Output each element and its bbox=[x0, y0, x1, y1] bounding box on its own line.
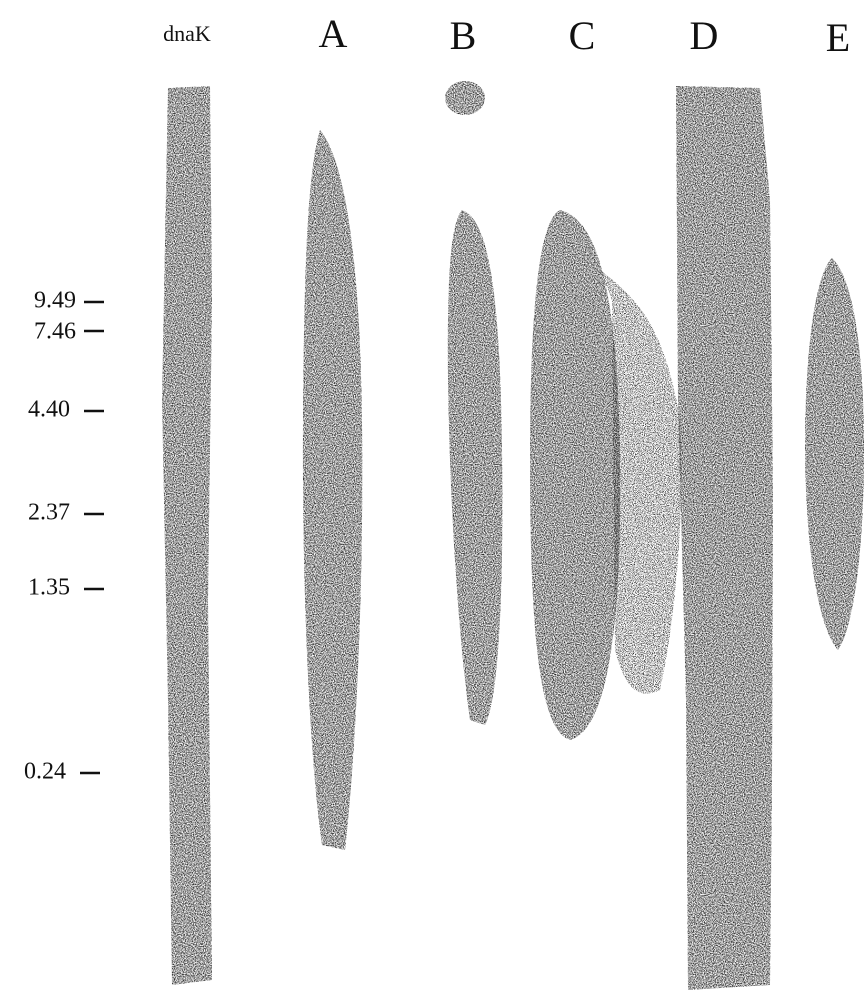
marker-label: 1.35 bbox=[28, 575, 70, 601]
lane-label: dnaK bbox=[163, 21, 211, 46]
lane-b-band bbox=[445, 81, 502, 725]
lane-e-band bbox=[805, 258, 864, 650]
lane-label: E bbox=[826, 15, 850, 60]
lane-label: D bbox=[690, 13, 719, 58]
lane-label: A bbox=[319, 11, 348, 56]
marker-label: 7.46 bbox=[34, 319, 76, 345]
marker-label: 0.24 bbox=[24, 759, 66, 785]
marker-label: 2.37 bbox=[28, 500, 70, 526]
lane-a-band bbox=[303, 130, 362, 850]
lane-d-band bbox=[676, 86, 773, 990]
marker-label: 4.40 bbox=[28, 397, 70, 423]
lane-label: B bbox=[450, 13, 477, 58]
lane-c-band bbox=[530, 210, 620, 740]
gel-blot: dnaK A B C D E 9.49 7.46 4.40 2.37 1.35 … bbox=[0, 0, 867, 996]
lane-dnak-band bbox=[162, 86, 212, 985]
lane-label: C bbox=[569, 13, 596, 58]
marker-label: 9.49 bbox=[34, 288, 76, 314]
